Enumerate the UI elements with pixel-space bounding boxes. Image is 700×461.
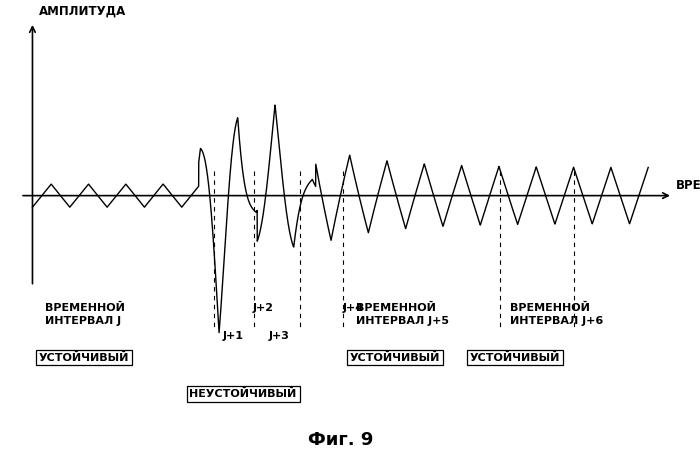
Text: ВРЕМЕННОЙ
ИНТЕРВАЛ J+6: ВРЕМЕННОЙ ИНТЕРВАЛ J+6 — [510, 303, 603, 325]
Text: J+4: J+4 — [342, 303, 363, 313]
Text: Фиг. 9: Фиг. 9 — [308, 431, 373, 449]
Text: НЕУСТОЙЧИВЫЙ: НЕУСТОЙЧИВЫЙ — [190, 389, 297, 399]
Text: ВРЕМЕННОЙ
ИНТЕРВАЛ J+5: ВРЕМЕННОЙ ИНТЕРВАЛ J+5 — [356, 303, 449, 325]
Text: J+2: J+2 — [253, 303, 274, 313]
Text: УСТОЙЧИВЫЙ: УСТОЙЧИВЫЙ — [470, 353, 560, 363]
Text: J+1: J+1 — [223, 331, 244, 341]
Text: ВРЕМЯ: ВРЕМЯ — [676, 179, 700, 192]
Text: ВРЕМЕННОЙ
ИНТЕРВАЛ J: ВРЕМЕННОЙ ИНТЕРВАЛ J — [45, 303, 125, 325]
Text: АМПЛИТУДА: АМПЛИТУДА — [38, 4, 126, 17]
Text: УСТОЙЧИВЫЙ: УСТОЙЧИВЫЙ — [349, 353, 440, 363]
Text: УСТОЙЧИВЫЙ: УСТОЙЧИВЫЙ — [38, 353, 129, 363]
Text: J+3: J+3 — [268, 331, 289, 341]
